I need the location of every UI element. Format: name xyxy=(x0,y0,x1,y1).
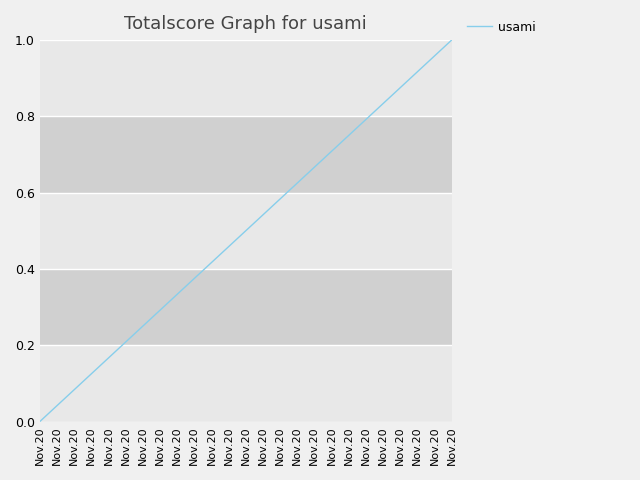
usami xyxy=(379,101,387,107)
usami xyxy=(396,85,404,91)
usami xyxy=(328,148,335,154)
Bar xyxy=(40,40,452,116)
usami xyxy=(431,53,438,59)
usami xyxy=(70,387,78,393)
usami xyxy=(225,244,232,250)
usami xyxy=(448,37,456,43)
usami xyxy=(362,117,370,122)
usami xyxy=(156,307,164,313)
usami xyxy=(345,132,353,138)
usami xyxy=(36,419,44,424)
usami xyxy=(413,69,421,75)
usami xyxy=(259,212,267,218)
Legend: usami: usami xyxy=(462,16,541,39)
usami xyxy=(191,276,198,281)
usami xyxy=(276,196,284,202)
Title: Totalscore Graph for usami: Totalscore Graph for usami xyxy=(124,15,367,33)
usami xyxy=(122,339,129,345)
usami xyxy=(207,260,215,265)
usami xyxy=(293,180,301,186)
usami xyxy=(105,355,113,361)
usami xyxy=(310,164,318,170)
usami xyxy=(88,371,95,377)
usami xyxy=(139,324,147,329)
usami xyxy=(173,291,181,297)
Bar xyxy=(40,345,452,421)
Line: usami: usami xyxy=(40,40,452,421)
Bar xyxy=(40,192,452,269)
Bar xyxy=(40,269,452,345)
Bar xyxy=(40,116,452,192)
usami xyxy=(53,403,61,408)
usami xyxy=(242,228,250,234)
